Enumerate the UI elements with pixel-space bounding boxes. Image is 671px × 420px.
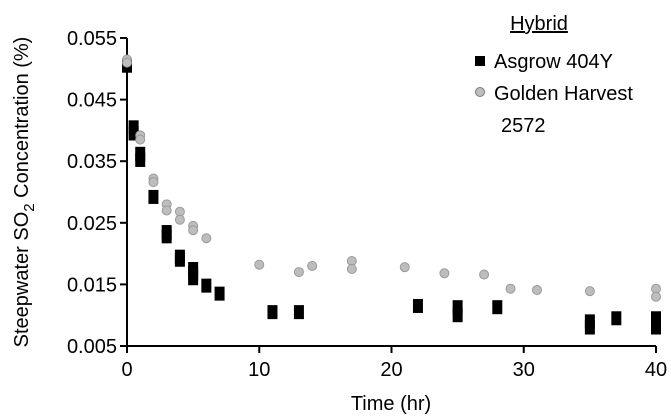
x-tick-label: 30 (513, 359, 535, 381)
legend-title: Hybrid (510, 13, 568, 35)
point-asgrow-404y (293, 305, 304, 320)
point-asgrow-404y (135, 152, 146, 167)
point-golden-harvest-2572 (254, 259, 265, 270)
point-golden-harvest-2572 (307, 260, 318, 271)
point-golden-harvest-2572 (201, 233, 212, 244)
y-tick-label: 0.055 (67, 28, 117, 50)
point-golden-harvest-2572 (122, 57, 132, 68)
point-golden-harvest-2572 (174, 214, 185, 225)
point-asgrow-404y (651, 320, 661, 335)
legend-label-asgrow: Asgrow 404Y (494, 51, 613, 73)
y-axis-label-pre: Steepwater SO (11, 212, 33, 348)
point-asgrow-404y (412, 298, 423, 313)
point-golden-harvest-2572 (479, 269, 490, 280)
y-axis-label: Steepwater SO2 Concentration (%) (11, 37, 38, 348)
point-asgrow-404y (492, 300, 503, 315)
y-axis-label-subscript: 2 (21, 203, 38, 211)
point-asgrow-404y (161, 229, 172, 244)
y-axis-label-post: Concentration (%) (11, 37, 33, 204)
y-tick-label: 0.025 (67, 213, 117, 235)
legend: Hybrid Asgrow 404Y Golden Harvest 2572 (475, 13, 633, 137)
point-golden-harvest-2572 (161, 205, 172, 216)
point-asgrow-404y (651, 311, 661, 326)
point-golden-harvest-2572 (346, 264, 357, 274)
legend-label-golden-harvest-2: 2572 (501, 115, 546, 137)
point-golden-harvest-2572 (293, 267, 304, 278)
x-tick-label: 10 (248, 359, 270, 381)
y-tick-label: 0.005 (67, 336, 117, 358)
point-golden-harvest-2572 (651, 291, 661, 302)
point-asgrow-404y (214, 286, 225, 301)
point-asgrow-404y (267, 305, 278, 320)
point-asgrow-404y (452, 300, 463, 315)
point-asgrow-404y (584, 320, 595, 335)
x-tick-label: 20 (380, 359, 402, 381)
ticks: 0 10 20 30 40 0.005 0.015 0.025 0.035 0.045 0.055 (67, 28, 667, 381)
point-golden-harvest-2572 (584, 286, 595, 297)
point-golden-harvest-2572 (505, 283, 516, 294)
point-golden-harvest-2572 (188, 225, 199, 236)
point-golden-harvest-2572 (148, 177, 159, 188)
point-asgrow-404y (128, 126, 139, 141)
legend-marker-golden-harvest (475, 87, 485, 97)
x-tick-label: 0 (121, 359, 132, 381)
y-tick-label: 0.015 (67, 274, 117, 296)
point-asgrow-404y (174, 252, 185, 267)
point-asgrow-404y (201, 278, 212, 293)
point-asgrow-404y (452, 308, 463, 323)
point-golden-harvest-2572 (135, 134, 146, 145)
legend-marker-asgrow (475, 56, 485, 66)
point-asgrow-404y (188, 271, 199, 286)
point-golden-harvest-2572 (399, 262, 410, 273)
point-asgrow-404y (148, 189, 159, 204)
data-points (122, 54, 661, 335)
point-golden-harvest-2572 (439, 268, 450, 279)
x-axis-label: Time (hr) (351, 393, 431, 415)
y-tick-label: 0.045 (67, 90, 117, 112)
x-tick-label: 40 (645, 359, 667, 381)
legend-label-golden-harvest: Golden Harvest (494, 83, 633, 105)
point-asgrow-404y (611, 311, 622, 326)
point-golden-harvest-2572 (531, 284, 542, 295)
y-tick-label: 0.035 (67, 151, 117, 173)
